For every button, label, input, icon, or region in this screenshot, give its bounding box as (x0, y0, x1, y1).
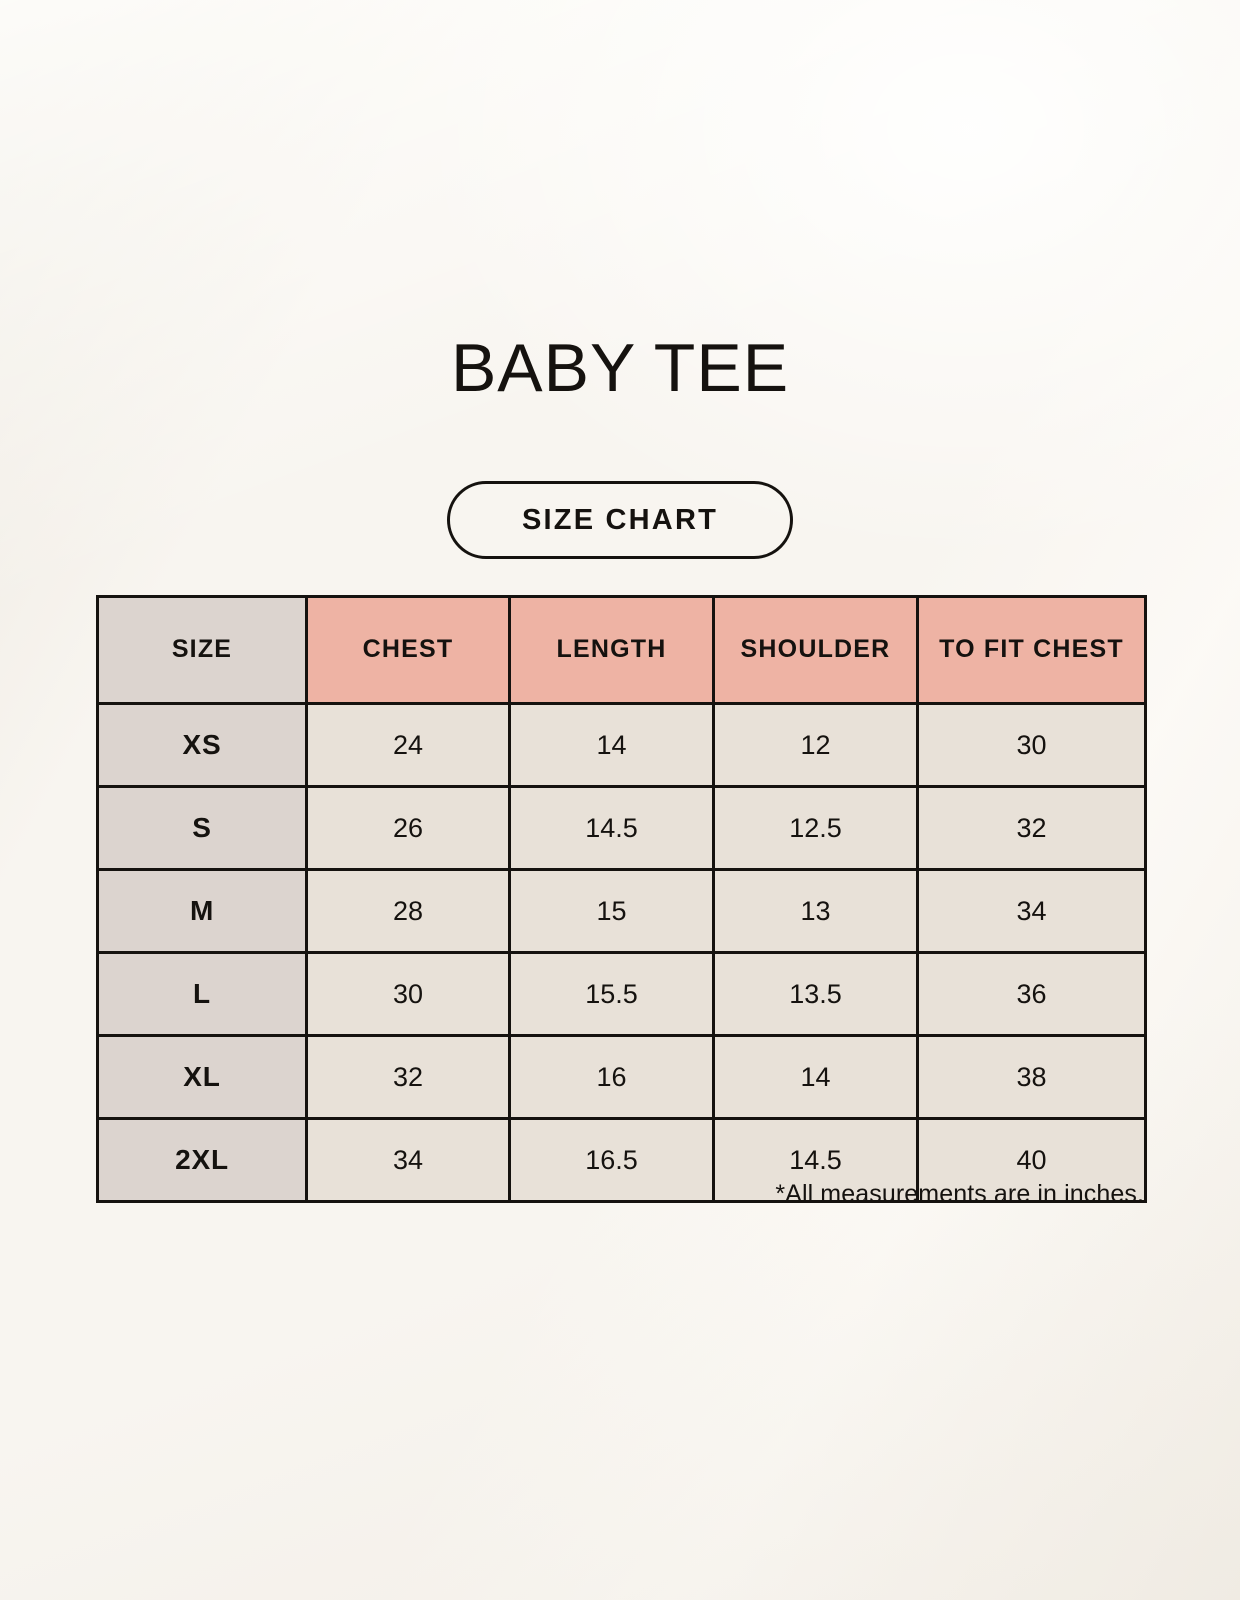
cell-chest: 24 (305, 702, 511, 788)
table-row: M 28 15 13 34 (96, 868, 1147, 954)
cell-chest: 32 (305, 1034, 511, 1120)
cell-shoulder: 12.5 (712, 785, 919, 871)
cell-to-fit-chest: 38 (916, 1034, 1147, 1120)
cell-length: 14 (508, 702, 715, 788)
page-title: BABY TEE (450, 330, 790, 406)
table-header: SIZE CHEST LENGTH SHOULDER TO FIT CHEST (96, 595, 1147, 705)
table-row: XS 24 14 12 30 (96, 702, 1147, 788)
cell-size: S (96, 785, 308, 871)
size-chart-table: SIZE CHEST LENGTH SHOULDER TO FIT CHEST … (96, 595, 1147, 1203)
table-body: XS 24 14 12 30 S 26 14.5 12.5 32 M 28 15 (96, 702, 1147, 1203)
cell-size: XS (96, 702, 308, 788)
cell-length: 15.5 (508, 951, 715, 1037)
cell-shoulder: 14 (712, 1034, 919, 1120)
cell-to-fit-chest: 32 (916, 785, 1147, 871)
cell-length: 16 (508, 1034, 715, 1120)
table-row: L 30 15.5 13.5 36 (96, 951, 1147, 1037)
cell-size: 2XL (96, 1117, 308, 1203)
size-chart-badge: SIZE CHART (447, 481, 793, 559)
cell-to-fit-chest: 30 (916, 702, 1147, 788)
cell-shoulder: 12 (712, 702, 919, 788)
size-chart-table-container: SIZE CHEST LENGTH SHOULDER TO FIT CHEST … (96, 595, 1147, 1203)
cell-chest: 28 (305, 868, 511, 954)
cell-size: XL (96, 1034, 308, 1120)
cell-to-fit-chest: 34 (916, 868, 1147, 954)
cell-length: 16.5 (508, 1117, 715, 1203)
cell-shoulder: 13.5 (712, 951, 919, 1037)
cell-size: M (96, 868, 308, 954)
cell-shoulder: 13 (712, 868, 919, 954)
cell-length: 14.5 (508, 785, 715, 871)
cell-chest: 26 (305, 785, 511, 871)
cell-to-fit-chest: 36 (916, 951, 1147, 1037)
column-header-to-fit-chest: TO FIT CHEST (916, 595, 1147, 705)
table-row: S 26 14.5 12.5 32 (96, 785, 1147, 871)
column-header-shoulder: SHOULDER (712, 595, 919, 705)
table-row: 2XL 34 16.5 14.5 40 (96, 1117, 1147, 1203)
cell-chest: 30 (305, 951, 511, 1037)
column-header-size: SIZE (96, 595, 308, 705)
cell-shoulder: 14.5 (712, 1117, 919, 1203)
cell-size: L (96, 951, 308, 1037)
table-row: XL 32 16 14 38 (96, 1034, 1147, 1120)
badge-container: SIZE CHART (0, 481, 1240, 559)
measurement-units-footnote: *All measurements are in inches. (775, 1180, 1144, 1208)
cell-length: 15 (508, 868, 715, 954)
column-header-chest: CHEST (305, 595, 511, 705)
cell-to-fit-chest: 40 (916, 1117, 1147, 1203)
table-header-row: SIZE CHEST LENGTH SHOULDER TO FIT CHEST (96, 595, 1147, 705)
cell-chest: 34 (305, 1117, 511, 1203)
column-header-length: LENGTH (508, 595, 715, 705)
